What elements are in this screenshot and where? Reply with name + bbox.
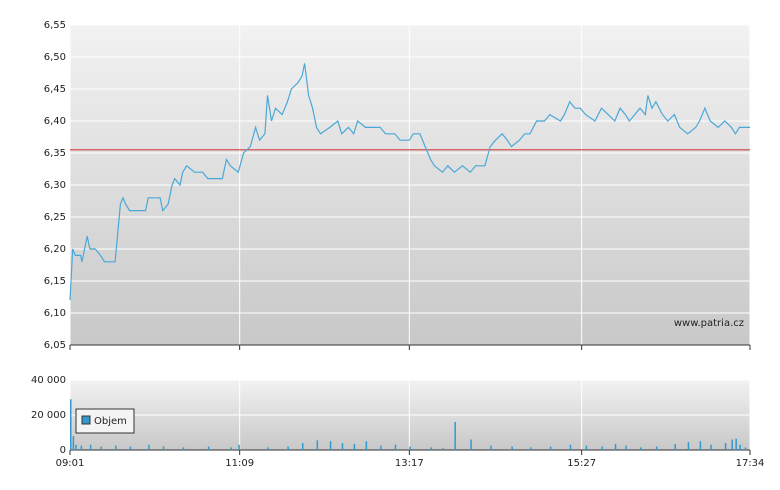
volume-bar (585, 445, 588, 450)
y-tick-label: 40 000 (31, 375, 66, 386)
volume-bar (100, 446, 102, 450)
y-tick-label: 6,55 (44, 20, 66, 31)
volume-bar (148, 444, 150, 450)
volume-bar (442, 448, 444, 450)
volume-bar (301, 443, 304, 450)
y-tick-label: 6,45 (44, 84, 66, 95)
volume-bar (655, 446, 658, 450)
volume-bar (75, 444, 77, 450)
y-tick-label: 6,05 (44, 340, 66, 351)
volume-bar (72, 436, 75, 450)
volume-bar (674, 443, 676, 450)
x-tick-label: 15:27 (567, 458, 596, 469)
volume-bar (739, 444, 741, 450)
volume-bar (380, 445, 382, 450)
volume-bar (80, 445, 83, 450)
volume-bar (230, 447, 232, 450)
volume-bar (724, 443, 727, 450)
volume-bar (89, 444, 92, 450)
price-line (69, 63, 750, 301)
legend-swatch (81, 415, 91, 425)
volume-bar (207, 446, 210, 450)
volume-bar (614, 443, 617, 450)
volume-bar (470, 439, 472, 450)
volume-bar (341, 443, 344, 450)
y-tick-label: 6,15 (44, 276, 66, 287)
volume-bar (182, 447, 185, 450)
volume-bar (490, 445, 492, 450)
volume-bar (687, 442, 690, 450)
y-tick-label: 6,40 (44, 116, 66, 127)
volume-bar (454, 422, 456, 450)
volume-bar (639, 447, 642, 450)
y-tick-label: 6,25 (44, 212, 66, 223)
volume-bar (394, 444, 397, 450)
volume-bar (549, 446, 552, 450)
y-tick-label: 6,20 (44, 244, 66, 255)
volume-bar (511, 446, 513, 450)
volume-bar (115, 445, 117, 450)
volume-bar (329, 441, 332, 450)
volume-bar (267, 447, 270, 450)
x-tick-label: 13:17 (395, 458, 424, 469)
volume-bar (162, 446, 165, 450)
legend-label: Objem (94, 416, 127, 427)
volume-bar (353, 443, 356, 450)
volume-bar (129, 446, 132, 450)
y-tick-label: 0 (60, 445, 66, 456)
volume-bar (625, 445, 627, 450)
y-tick-label: 6,50 (44, 52, 66, 63)
watermark: www.patria.cz (674, 318, 744, 329)
volume-bar (409, 446, 411, 450)
volume-bar (287, 446, 289, 450)
volume-bar (735, 438, 737, 450)
volume-bar (365, 441, 368, 450)
volume-bar (569, 444, 572, 450)
x-tick-label: 17:34 (736, 458, 765, 469)
y-tick-label: 20 000 (31, 410, 66, 421)
volume-bar (316, 440, 319, 450)
volume-bar (731, 439, 733, 450)
volume-bar (529, 447, 532, 450)
volume-bar (238, 444, 240, 450)
volume-bar (70, 399, 72, 450)
y-tick-label: 6,10 (44, 308, 66, 319)
x-tick-label: 11:09 (225, 458, 254, 469)
volume-bar (699, 441, 702, 450)
x-tick-label: 09:01 (56, 458, 85, 469)
volume-bar (430, 447, 433, 450)
volume-bar (744, 447, 747, 450)
y-tick-label: 6,30 (44, 180, 66, 191)
volume-bar (710, 444, 712, 450)
volume-bar (601, 446, 604, 450)
y-tick-label: 6,35 (44, 148, 66, 159)
